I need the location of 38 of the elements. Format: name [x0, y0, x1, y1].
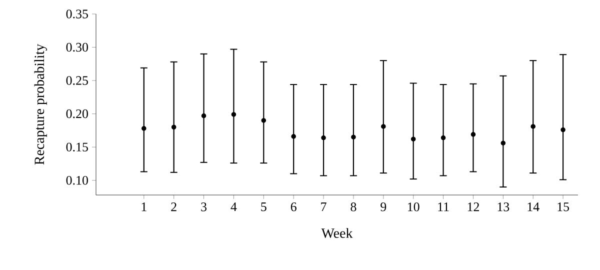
point: [470, 132, 476, 137]
point: [560, 127, 566, 132]
x-tick-label: 9: [380, 202, 386, 212]
x-tick-label: 7: [321, 202, 326, 211]
point: [410, 136, 416, 142]
y-tick-label: 0.30: [66, 42, 88, 52]
x-tick-label: 15: [558, 202, 570, 212]
x-tick-label: 13: [498, 202, 510, 212]
y-axis-title: Recapture probability: [34, 44, 47, 165]
y-tick-label: 0.20: [66, 109, 88, 118]
point: [440, 135, 446, 140]
x-tick-label: 5: [261, 202, 266, 212]
x-tick-label: 2: [171, 202, 176, 212]
x-tick-label: 12: [468, 202, 479, 212]
point: [201, 113, 206, 118]
x-tick-label: 10: [408, 202, 420, 212]
point: [261, 118, 266, 123]
x-tick-label: 4: [230, 202, 237, 212]
y-tick-label: 0.15: [66, 142, 88, 152]
x-tick-label: 3: [201, 202, 207, 212]
y-tick-label: 0.25: [66, 76, 88, 85]
x-tick-label: 1: [142, 202, 146, 212]
x-tick-label: 6: [290, 202, 296, 212]
y-tick-label: 0.10: [66, 176, 88, 185]
point: [291, 134, 296, 139]
x-tick-label: 11: [438, 202, 449, 212]
point: [530, 124, 536, 129]
x-tick-label: 8: [350, 202, 356, 212]
point: [171, 124, 176, 130]
point: [231, 112, 236, 117]
point: [351, 134, 356, 140]
x-axis-title: Week: [321, 228, 353, 238]
point: [381, 124, 386, 129]
x-tick-label: 14: [528, 202, 540, 212]
point: [142, 126, 146, 131]
point: [321, 135, 326, 140]
point: [500, 140, 506, 146]
y-tick-label: 0.35: [66, 10, 88, 18]
